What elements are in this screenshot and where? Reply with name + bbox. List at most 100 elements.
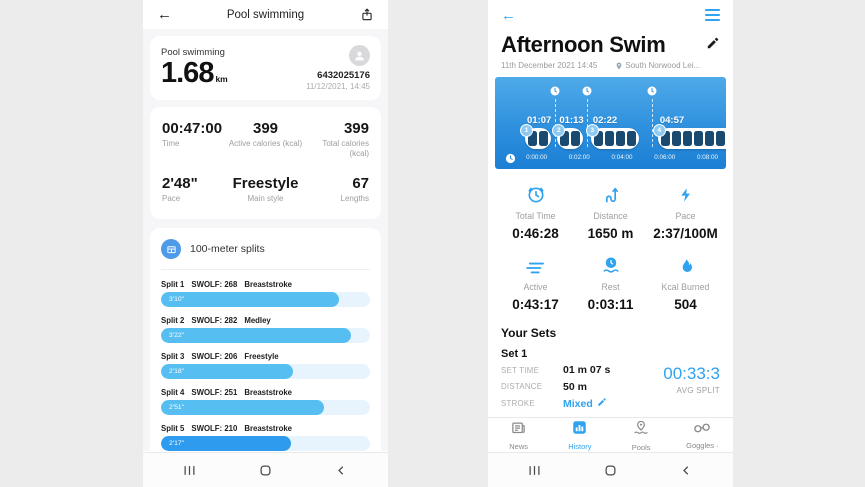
your-sets-title: Your Sets: [501, 326, 557, 340]
split-bar-track: 2'17": [161, 436, 370, 451]
workout-datetime: 11th December 2021 14:45: [501, 61, 598, 70]
set-detail-row: DISTANCE 50 m: [501, 381, 720, 393]
split-label: Split 2 SWOLF: 282 Medley: [161, 316, 370, 325]
location-pin-icon: [617, 62, 622, 69]
pace-icon: [648, 183, 723, 205]
tab-pools[interactable]: Pools: [611, 418, 672, 453]
pools-icon: [633, 420, 649, 441]
swim-set: 02:22 3: [585, 115, 639, 149]
android-nav-right: [488, 452, 733, 487]
back-arrow-icon[interactable]: ←: [501, 6, 516, 24]
split-stroke: Freestyle: [244, 352, 279, 361]
set-capsule: 3: [585, 124, 639, 149]
distance-value: 1.68 km: [161, 57, 228, 89]
stat-label: Active calories (kcal): [228, 139, 303, 148]
split-row: Split 5 SWOLF: 210 Breaststroke 2'17": [161, 424, 370, 451]
metric-label: Rest: [601, 282, 620, 292]
stat-value: 399: [252, 120, 279, 137]
set-detail-value: 50 m: [563, 380, 587, 393]
tab-history[interactable]: History: [549, 418, 610, 453]
metric-cell: Total Time 0:46:28: [498, 183, 573, 241]
splits-title: 100-meter splits: [190, 243, 265, 255]
recents-button[interactable]: [523, 458, 547, 482]
set-time-label: 04:57: [659, 115, 685, 126]
share-icon[interactable]: [360, 7, 374, 22]
length-segment: [704, 131, 714, 146]
set-detail-value[interactable]: Mixed: [563, 397, 607, 410]
set-capsule: 2: [552, 124, 584, 149]
metric-cell: Distance 1650 m: [573, 183, 648, 241]
rest-dashed-line: [555, 99, 557, 147]
rest-clock-icon: [646, 84, 658, 102]
length-segment: [593, 131, 603, 146]
set-detail-label: STROKE: [501, 399, 535, 408]
split-name: Split 2: [161, 316, 185, 325]
split-name: Split 3: [161, 352, 185, 361]
stat-cell: Freestyle Main style: [227, 175, 305, 204]
bottom-tab-bar: News History Pools Goggles ·: [488, 417, 733, 453]
set-detail-label: SET TIME: [501, 365, 540, 375]
length-segment: [660, 131, 670, 146]
split-name: Split 4: [161, 388, 185, 397]
metric-label: Total Time: [515, 211, 556, 221]
tab-goggles[interactable]: Goggles ·: [672, 418, 733, 453]
rest-icon: [573, 254, 648, 276]
split-time: 2'51": [169, 404, 185, 411]
tab-label: Pools: [631, 442, 651, 452]
rest-dashed-line: [587, 99, 589, 147]
swim-set: 01:07 1: [520, 115, 552, 149]
menu-icon[interactable]: [705, 9, 720, 21]
split-time: 2'18": [169, 368, 185, 375]
split-stroke: Medley: [244, 316, 271, 325]
stat-label: Time: [162, 139, 180, 148]
split-stroke: Breaststroke: [244, 280, 293, 289]
left-app-header: ← Pool swimming: [143, 0, 388, 29]
split-bar: 2'18": [161, 364, 293, 379]
length-segment: [715, 131, 725, 146]
tab-label: Goggles ·: [686, 441, 719, 450]
split-bar-track: 2'51": [161, 400, 370, 415]
set-capsule: 1: [520, 124, 552, 149]
split-swolf: SWOLF: 268: [191, 280, 238, 289]
metric-label: Distance: [593, 211, 628, 221]
set-detail-row: SET TIME 01 m 07 s: [501, 364, 720, 376]
edit-title-icon[interactable]: [706, 36, 720, 55]
left-phone-screen: ← Pool swimming Pool swimming 1.68 km 643…: [143, 0, 388, 487]
set-number-badge: 3: [585, 124, 599, 137]
stat-label: Total calories (kcal): [322, 139, 369, 158]
split-time: 2'17": [169, 440, 185, 447]
split-bar-track: 3'10": [161, 292, 370, 307]
active-icon: [498, 254, 573, 276]
timeline-tick: 0:04:00: [611, 154, 633, 161]
edit-stroke-icon[interactable]: [597, 397, 607, 410]
split-stroke: Breaststroke: [244, 388, 293, 397]
recents-button[interactable]: [178, 458, 202, 482]
home-button[interactable]: [599, 458, 623, 482]
workout-location: South Norwood Lei...: [625, 61, 701, 70]
split-name: Split 1: [161, 280, 185, 289]
swim-sets-chart: 0:00:00 0:02:00 0:04:00 0:06:00 0:08:00 01:0…: [495, 77, 726, 169]
news-icon: [511, 420, 526, 440]
split-bar-track: 2'18": [161, 364, 370, 379]
total-time-icon: [498, 183, 573, 205]
set-name: Set 1: [501, 348, 528, 360]
home-button[interactable]: [254, 458, 278, 482]
tab-news[interactable]: News: [488, 418, 549, 453]
split-row: Split 4 SWOLF: 251 Breaststroke 2'51": [161, 388, 370, 415]
summary-card: Pool swimming 1.68 km 6432025176 11/12/20…: [150, 36, 381, 100]
rest-clock-icon: [581, 84, 593, 102]
swim-set: 04:57 4: [652, 115, 726, 149]
stat-label: Main style: [247, 194, 284, 203]
set-number-badge: 1: [520, 124, 534, 137]
split-row: Split 1 SWOLF: 268 Breaststroke 3'10": [161, 280, 370, 307]
metric-value: 0:03:11: [587, 297, 634, 312]
history-icon: [572, 420, 587, 440]
back-arrow-icon[interactable]: ←: [157, 6, 172, 23]
back-button[interactable]: [330, 458, 354, 482]
set-detail-row: STROKE Mixed: [501, 397, 720, 410]
back-button[interactable]: [675, 458, 699, 482]
stat-value: Freestyle: [232, 175, 299, 192]
metric-cell: Kcal Burned 504: [648, 254, 723, 312]
stat-cell: 399 Total calories (kcal): [304, 120, 369, 159]
split-bar-track: 3'22": [161, 328, 370, 343]
